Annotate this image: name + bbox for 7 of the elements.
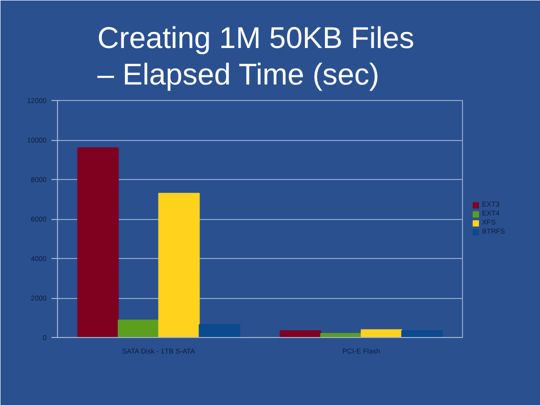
bar xyxy=(158,192,200,338)
bar xyxy=(198,324,240,338)
chart-title: Creating 1M 50KB Files – Elapsed Time (sec) xyxy=(97,22,414,92)
bar xyxy=(401,330,443,338)
bar xyxy=(77,147,119,338)
bar xyxy=(118,320,160,338)
bar xyxy=(360,329,402,338)
